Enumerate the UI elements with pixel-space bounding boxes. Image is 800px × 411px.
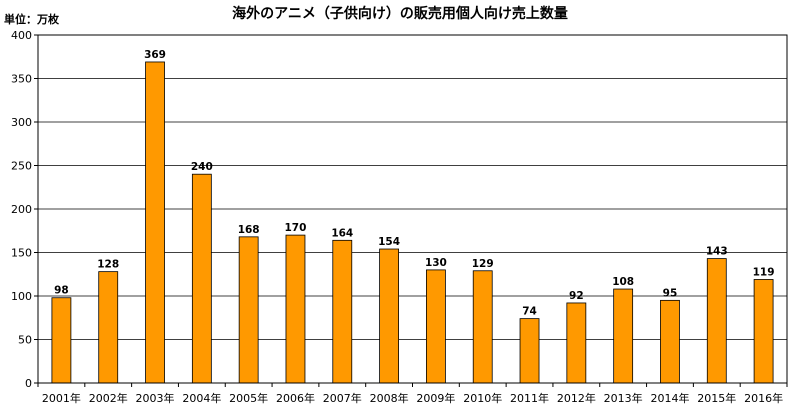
y-tick-label: 50 bbox=[18, 334, 32, 347]
bar bbox=[753, 279, 774, 384]
x-tick-label: 2011年 bbox=[510, 391, 549, 405]
x-tick-label: 2001年 bbox=[42, 391, 81, 405]
bar bbox=[191, 173, 212, 384]
data-label: 164 bbox=[331, 227, 353, 239]
bars bbox=[51, 61, 774, 384]
x-tick-label: 2009年 bbox=[416, 391, 455, 405]
bar bbox=[379, 248, 399, 384]
x-tick-label: 2006年 bbox=[276, 391, 315, 405]
bar bbox=[51, 297, 72, 384]
x-tick-label: 2007年 bbox=[323, 391, 362, 405]
x-tick-label: 2010年 bbox=[463, 391, 502, 405]
y-tick-label: 400 bbox=[11, 29, 32, 42]
x-tick-label: 2015年 bbox=[697, 391, 736, 405]
bar bbox=[472, 270, 493, 384]
bar bbox=[613, 288, 634, 384]
y-tick-label: 350 bbox=[11, 73, 32, 86]
y-tick-label: 150 bbox=[11, 247, 32, 260]
bar bbox=[98, 271, 119, 384]
x-tick-label: 2016年 bbox=[744, 391, 783, 405]
x-tick-label: 2005年 bbox=[229, 391, 268, 405]
data-label: 369 bbox=[144, 49, 166, 61]
data-label: 170 bbox=[285, 222, 307, 234]
data-label: 74 bbox=[522, 306, 537, 318]
data-label: 95 bbox=[663, 287, 678, 299]
bar bbox=[426, 269, 446, 384]
bar bbox=[238, 236, 259, 384]
x-tick-label: 2014年 bbox=[650, 391, 689, 405]
bar bbox=[706, 258, 727, 384]
data-label: 130 bbox=[425, 257, 447, 269]
bar bbox=[332, 239, 353, 384]
bar bbox=[519, 318, 540, 384]
axes bbox=[34, 34, 788, 387]
y-tick-labels: 0 50 100 150 200 250 300 350 400 bbox=[11, 29, 32, 390]
data-label: 129 bbox=[472, 258, 494, 270]
y-tick-label: 300 bbox=[11, 116, 32, 129]
data-label: 92 bbox=[569, 290, 584, 302]
x-tick-label: 2013年 bbox=[604, 391, 643, 405]
data-label: 168 bbox=[238, 224, 260, 236]
data-label: 143 bbox=[706, 246, 728, 258]
chart-title: 海外のアニメ（子供向け）の販売用個人向け売上数量 bbox=[232, 5, 568, 22]
unit-label: 単位：万枚 bbox=[4, 12, 60, 26]
bar bbox=[285, 234, 306, 384]
data-labels: 98 128 369 240 168 170 164 154 130 129 74 92 108 95 14… bbox=[54, 49, 774, 318]
data-label: 98 bbox=[54, 285, 69, 297]
y-tick-label: 250 bbox=[11, 160, 32, 173]
x-tick-label: 2012年 bbox=[557, 391, 596, 405]
y-tick-label: 100 bbox=[11, 290, 32, 303]
data-label: 119 bbox=[753, 266, 775, 278]
bar bbox=[660, 299, 680, 384]
x-tick-labels: 2001年 2002年 2003年 2004年 2005年 2006年 2007年 2008年… bbox=[42, 391, 783, 405]
x-tick-label: 2003年 bbox=[136, 391, 175, 405]
x-tick-label: 2008年 bbox=[370, 391, 409, 405]
data-label: 154 bbox=[378, 236, 400, 248]
data-label: 108 bbox=[612, 276, 634, 288]
bar bbox=[145, 61, 165, 384]
y-tick-label: 0 bbox=[25, 377, 32, 390]
data-label: 128 bbox=[97, 259, 119, 271]
bar bbox=[566, 302, 587, 384]
data-label: 240 bbox=[191, 161, 213, 173]
x-tick-label: 2002年 bbox=[89, 391, 128, 405]
y-tick-label: 200 bbox=[11, 203, 32, 216]
x-tick-label: 2004年 bbox=[182, 391, 221, 405]
